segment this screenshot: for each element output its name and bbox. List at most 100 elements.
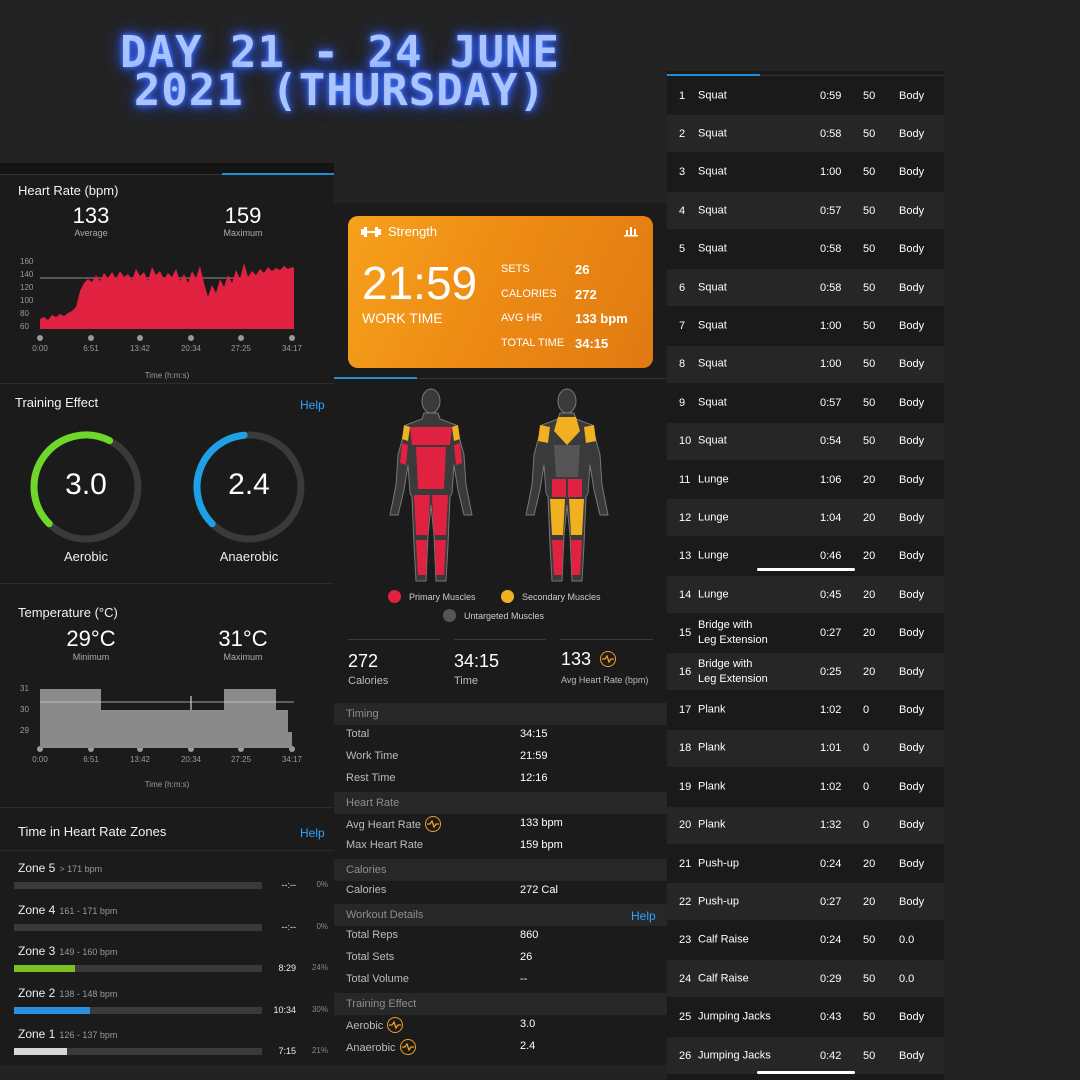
exercise-row[interactable]: 19 Plank 1:02 0 Body bbox=[667, 768, 944, 805]
exercise-time: 0:24 bbox=[820, 934, 842, 947]
scroll-indicator[interactable] bbox=[757, 568, 855, 571]
bar-chart-icon[interactable] bbox=[624, 225, 638, 237]
exercise-name: Squat bbox=[698, 165, 727, 178]
hr-zones-help-link[interactable]: Help bbox=[300, 826, 325, 840]
exercise-reps: 0 bbox=[863, 780, 870, 793]
exercise-name: Squat bbox=[698, 242, 727, 255]
exercise-weight: Body bbox=[899, 895, 925, 908]
zone-time: 10:34 bbox=[273, 1004, 296, 1015]
max-heart-rate-value: 159 bpm bbox=[520, 839, 563, 851]
exercise-row[interactable]: 18 Plank 1:01 0 Body bbox=[667, 729, 944, 767]
exercise-time: 1:01 bbox=[820, 742, 842, 755]
exercise-number: 4 bbox=[679, 204, 686, 217]
exercise-name: Calf Raise bbox=[698, 933, 749, 946]
exercise-row[interactable]: 10 Squat 0:54 50 Body bbox=[667, 422, 944, 460]
aerobic-value: 3.0 bbox=[65, 468, 107, 501]
divider bbox=[667, 75, 944, 76]
exercise-row[interactable]: 3 Squat 1:00 50 Body bbox=[667, 154, 944, 191]
exercise-weight: Body bbox=[899, 243, 925, 256]
zone-bar-fill bbox=[14, 1048, 67, 1055]
exercise-row[interactable]: 8 Squat 1:00 50 Body bbox=[667, 345, 944, 383]
anaerobic-gauge bbox=[193, 431, 305, 543]
x-tick-label: 0:00 bbox=[32, 755, 48, 764]
exercise-row[interactable]: 13 Lunge 0:46 20 Body bbox=[667, 538, 944, 575]
aerobic-row: Aerobic bbox=[346, 1017, 404, 1034]
summary-avg-hr-value: 133 bbox=[561, 649, 592, 669]
avg-hr-value: 133 bpm bbox=[575, 311, 628, 326]
exercise-row[interactable]: 24 Calf Raise 0:29 50 0.0 bbox=[667, 960, 944, 998]
exercise-reps: 50 bbox=[863, 972, 876, 985]
exercise-reps: 0 bbox=[863, 703, 870, 716]
exercise-name: Squat bbox=[698, 434, 727, 447]
strength-summary-card[interactable]: Strength 21:59 WORK TIME SETS 26 CALORIE… bbox=[348, 216, 653, 368]
exercise-row[interactable]: 23 Calf Raise 0:24 50 0.0 bbox=[667, 922, 944, 959]
exercise-name: Squat bbox=[698, 204, 727, 217]
exercise-row[interactable]: 20 Plank 1:32 0 Body bbox=[667, 806, 944, 844]
exercise-number: 1 bbox=[679, 89, 686, 102]
exercise-row[interactable]: 15 Bridge with Leg Extension 0:27 20 Body bbox=[667, 615, 944, 652]
exercise-row[interactable]: 21 Push-up 0:24 20 Body bbox=[667, 845, 944, 882]
hr-maximum-value: 159 bbox=[224, 203, 262, 228]
exercise-number: 17 bbox=[679, 703, 692, 716]
primary-muscles-label: Primary Muscles bbox=[409, 592, 476, 602]
exercise-reps: 20 bbox=[863, 511, 876, 524]
exercise-row[interactable]: 22 Push-up 0:27 20 Body bbox=[667, 883, 944, 921]
heart-rate-title: Heart Rate (bpm) bbox=[18, 183, 119, 198]
exercise-number: 15 bbox=[679, 627, 692, 640]
summary-avg-hr-label: Avg Heart Rate (bpm) bbox=[561, 675, 649, 685]
exercise-number: 5 bbox=[679, 243, 686, 256]
exercise-weight: Body bbox=[899, 742, 925, 755]
training-effect-help-link[interactable]: Help bbox=[300, 398, 325, 412]
summary-calories-value: 272 bbox=[348, 651, 379, 671]
exercise-weight: Body bbox=[899, 857, 925, 870]
calories-header: Calories bbox=[334, 859, 667, 881]
workout-details-help-link[interactable]: Help bbox=[631, 909, 656, 923]
anaerobic-value: 2.4 bbox=[228, 468, 270, 501]
exercise-time: 1:32 bbox=[820, 819, 842, 832]
exercise-row[interactable]: 14 Lunge 0:45 20 Body bbox=[667, 576, 944, 614]
exercise-row[interactable]: 1 Squat 0:59 50 Body bbox=[667, 77, 944, 114]
exercise-list-panel: 1 Squat 0:59 50 Body 2 Squat 0:58 50 Body 3 Squat 1:… bbox=[667, 71, 944, 1080]
exercise-time: 0:59 bbox=[820, 89, 842, 102]
exercise-row[interactable]: 6 Squat 0:58 50 Body bbox=[667, 269, 944, 306]
y-tick-label: 30 bbox=[20, 705, 29, 714]
exercise-number: 13 bbox=[679, 550, 692, 563]
exercise-reps: 20 bbox=[863, 895, 876, 908]
exercise-name: Lunge bbox=[698, 588, 729, 601]
zone-time: --:-- bbox=[281, 880, 297, 890]
exercise-weight: Body bbox=[899, 665, 925, 678]
exercise-row[interactable]: 11 Lunge 1:06 20 Body bbox=[667, 461, 944, 498]
exercise-row[interactable]: 12 Lunge 1:04 20 Body bbox=[667, 499, 944, 537]
exercise-row[interactable]: 4 Squat 0:57 50 Body bbox=[667, 192, 944, 230]
exercise-name: Squat bbox=[698, 89, 727, 101]
exercise-row[interactable]: 16 Bridge with Leg Extension 0:25 20 Body bbox=[667, 653, 944, 690]
zone-bar-fill bbox=[14, 1006, 90, 1014]
exercise-number: 7 bbox=[679, 319, 686, 332]
aerobic-value: 3.0 bbox=[520, 1018, 536, 1030]
sets-key: SETS bbox=[501, 263, 530, 275]
exercise-weight: Body bbox=[899, 1011, 925, 1024]
exercise-reps: 50 bbox=[863, 396, 876, 409]
exercise-number: 24 bbox=[679, 972, 692, 985]
exercise-row[interactable]: 25 Jumping Jacks 0:43 50 Body bbox=[667, 999, 944, 1036]
scroll-indicator[interactable] bbox=[757, 1071, 855, 1074]
training-effect-header: Training Effect bbox=[334, 993, 667, 1015]
exercise-row[interactable]: 7 Squat 1:00 50 Body bbox=[667, 307, 944, 344]
exercise-row[interactable]: 2 Squat 0:58 50 Body bbox=[667, 115, 944, 153]
exercise-time: 0:57 bbox=[820, 204, 842, 217]
exercise-row[interactable]: 5 Squat 0:58 50 Body bbox=[667, 231, 944, 268]
work-time-val: 21:59 bbox=[520, 750, 548, 762]
exercise-time: 1:04 bbox=[820, 511, 842, 524]
exercise-weight: Body bbox=[899, 588, 925, 601]
exercise-weight: Body bbox=[899, 780, 925, 793]
exercise-reps: 50 bbox=[863, 358, 876, 371]
exercise-name: Squat bbox=[698, 281, 727, 293]
temperature-title: Temperature (°C) bbox=[18, 605, 118, 620]
untargeted-muscles-dot bbox=[443, 609, 456, 622]
exercise-row[interactable]: 17 Plank 1:02 0 Body bbox=[667, 691, 944, 728]
summary-time-label: Time bbox=[454, 675, 479, 687]
exercise-row[interactable]: 9 Squat 0:57 50 Body bbox=[667, 384, 944, 421]
exercise-row[interactable]: 26 Jumping Jacks 0:42 50 Body bbox=[667, 1037, 944, 1074]
hr-average-label: Average bbox=[74, 228, 108, 238]
total-volume-value: -- bbox=[520, 973, 528, 985]
